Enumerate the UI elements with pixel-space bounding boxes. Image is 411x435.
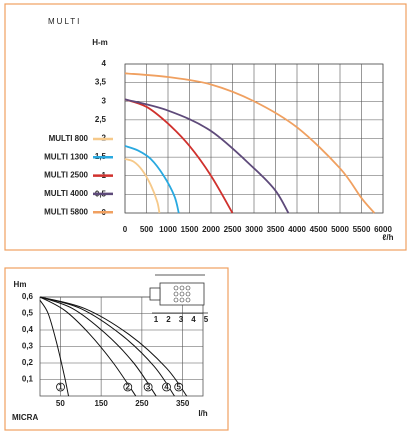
speed-label: 5 <box>204 315 209 324</box>
curve-label: 4 <box>164 383 169 392</box>
y-tick-label: 4 <box>102 59 107 68</box>
x-tick-label: 3500 <box>267 225 285 234</box>
y-tick-label: 3 <box>102 96 107 105</box>
y-tick-label: 2,5 <box>95 115 107 124</box>
legend-label: MULTI 1300 <box>44 152 88 161</box>
pump-cap <box>149 287 161 301</box>
curve-marker <box>174 382 184 392</box>
curve-marker <box>56 382 65 392</box>
speed-label: 1 <box>154 315 159 324</box>
curve-marker <box>123 382 133 392</box>
pump-dot <box>173 297 179 303</box>
pump-dot <box>179 285 185 291</box>
x-tick-label: 150 <box>94 399 108 408</box>
speed-label: 2 <box>166 315 171 324</box>
x-tick-label: 5000 <box>331 225 349 234</box>
y-tick-label: 0,1 <box>22 375 34 384</box>
series-line <box>124 158 161 214</box>
y-axis-label: H-m <box>92 38 108 47</box>
series-line <box>124 72 376 214</box>
legend-label: MULTI 4000 <box>44 189 88 198</box>
x-tick-label: 3000 <box>245 225 263 234</box>
pump-dot <box>179 297 185 303</box>
series-line <box>39 296 188 397</box>
multi-panel <box>4 3 407 251</box>
x-tick-label: 5500 <box>353 225 371 234</box>
legend-label: MULTI 5800 <box>44 207 88 216</box>
pump-dot <box>185 285 191 291</box>
y-tick-label: 0,4 <box>22 325 34 334</box>
series-line <box>124 98 290 214</box>
curve-marker <box>162 382 171 392</box>
pump-dot <box>173 291 179 297</box>
curve-label: 1 <box>58 383 63 392</box>
y-tick-label: 0,2 <box>22 358 34 367</box>
curve-label: 2 <box>126 383 131 392</box>
x-tick-label: 2500 <box>224 225 242 234</box>
x-tick-label: 0 <box>123 225 128 234</box>
micra-panel <box>4 267 229 431</box>
series-line <box>39 300 70 397</box>
x-axis-label: l/h <box>198 409 207 418</box>
pump-dot <box>173 285 179 291</box>
series-line <box>124 98 234 214</box>
pump-dot <box>185 297 191 303</box>
chart-title: MULTI <box>48 17 81 26</box>
curve-label: 3 <box>146 383 151 392</box>
y-tick-label: 0,3 <box>22 342 34 351</box>
y-tick-label: 0,5 <box>22 309 34 318</box>
x-tick-label: 2000 <box>202 225 220 234</box>
x-axis-label: ℓ/h <box>382 233 393 242</box>
x-tick-label: 350 <box>176 399 190 408</box>
x-tick-label: 50 <box>56 399 65 408</box>
y-tick-label: 3,5 <box>95 78 107 87</box>
pump-dot <box>179 291 185 297</box>
x-tick-label: 4000 <box>288 225 306 234</box>
x-tick-label: 1500 <box>181 225 199 234</box>
chart-title: MICRA <box>12 413 38 422</box>
x-tick-label: 1000 <box>159 225 177 234</box>
pump-dot <box>185 291 191 297</box>
curve-marker <box>143 382 153 392</box>
x-tick-label: 250 <box>135 399 149 408</box>
x-tick-label: 500 <box>140 225 154 234</box>
series-line <box>124 145 180 214</box>
y-axis-label: Hm <box>14 280 27 289</box>
legend-label: MULTI 800 <box>49 134 89 143</box>
series-line <box>39 296 157 397</box>
series-line <box>39 296 175 397</box>
x-tick-label: 4500 <box>310 225 328 234</box>
speed-label: 4 <box>191 315 196 324</box>
y-tick-label: 0,6 <box>22 292 34 301</box>
x-tick-label: 6000 <box>374 225 392 234</box>
curve-label: 5 <box>176 383 181 392</box>
speed-label: 3 <box>179 315 184 324</box>
series-line <box>39 296 137 397</box>
legend-label: MULTI 2500 <box>44 171 88 180</box>
